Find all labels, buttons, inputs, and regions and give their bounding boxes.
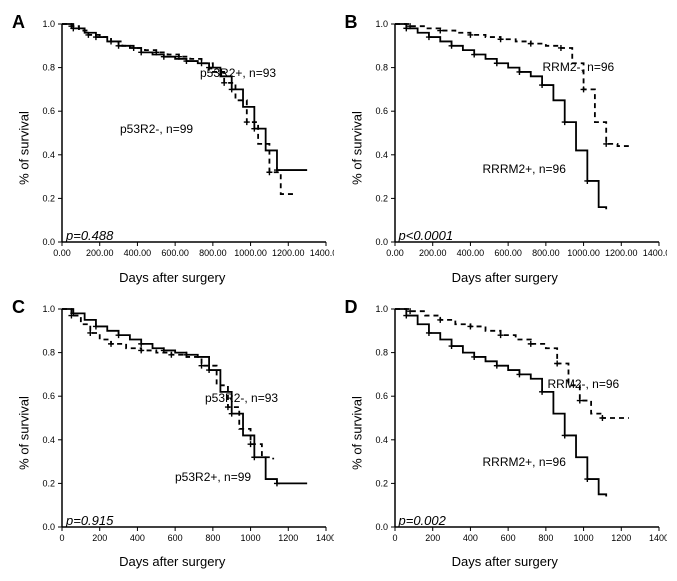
panel-c: 0.0 0.2 0.4 0.6 0.8 1.0 0 200 400 600 800 1000 1200 1… xyxy=(10,295,335,572)
curve-label: p53R2-, n=93 xyxy=(205,391,278,405)
y-axis-label: % of survival xyxy=(17,396,32,470)
svg-text:0.8: 0.8 xyxy=(375,63,388,73)
svg-text:0.0: 0.0 xyxy=(375,522,388,532)
y-axis-label: % of survival xyxy=(349,111,364,185)
curve-label: p53R2+, n=99 xyxy=(175,470,251,484)
panel-b: 0.0 0.2 0.4 0.6 0.8 1.0 0.00 200.00 400.00 600.00… xyxy=(343,10,668,287)
svg-text:1.0: 1.0 xyxy=(42,304,55,314)
svg-text:800: 800 xyxy=(538,533,553,543)
svg-text:200: 200 xyxy=(425,533,440,543)
svg-text:1.0: 1.0 xyxy=(375,304,388,314)
svg-text:0.6: 0.6 xyxy=(375,106,388,116)
p-value: p<0.0001 xyxy=(399,228,454,243)
svg-text:0.00: 0.00 xyxy=(386,248,404,258)
svg-text:0.4: 0.4 xyxy=(42,150,55,160)
svg-text:1.0: 1.0 xyxy=(375,19,388,29)
x-axis-label: Days after surgery xyxy=(119,270,225,285)
svg-text:1400.00: 1400.00 xyxy=(310,248,334,258)
svg-text:800: 800 xyxy=(205,533,220,543)
svg-text:200.00: 200.00 xyxy=(86,248,114,258)
svg-text:600: 600 xyxy=(168,533,183,543)
curve-label: p53R2+, n=93 xyxy=(200,66,276,80)
svg-text:1000.00: 1000.00 xyxy=(234,248,267,258)
svg-text:0.6: 0.6 xyxy=(42,391,55,401)
p-value: p=0.488 xyxy=(66,228,113,243)
svg-text:800.00: 800.00 xyxy=(532,248,560,258)
svg-text:0.4: 0.4 xyxy=(42,434,55,444)
svg-text:400: 400 xyxy=(130,533,145,543)
svg-text:600.00: 600.00 xyxy=(161,248,189,258)
svg-text:0.6: 0.6 xyxy=(375,391,388,401)
svg-text:0.2: 0.2 xyxy=(375,478,388,488)
svg-text:600: 600 xyxy=(500,533,515,543)
svg-text:400.00: 400.00 xyxy=(456,248,484,258)
svg-text:0.4: 0.4 xyxy=(375,150,388,160)
x-axis-label: Days after surgery xyxy=(119,554,225,569)
svg-text:0.0: 0.0 xyxy=(42,237,55,247)
svg-text:400: 400 xyxy=(462,533,477,543)
svg-text:1400.00: 1400.00 xyxy=(642,248,666,258)
svg-text:0.00: 0.00 xyxy=(53,248,71,258)
x-axis-label: Days after surgery xyxy=(452,270,558,285)
svg-text:600.00: 600.00 xyxy=(494,248,522,258)
svg-text:200.00: 200.00 xyxy=(418,248,446,258)
svg-text:400.00: 400.00 xyxy=(124,248,152,258)
svg-text:0: 0 xyxy=(392,533,397,543)
svg-text:1400: 1400 xyxy=(648,533,666,543)
svg-text:0.4: 0.4 xyxy=(375,434,388,444)
panel-letter: B xyxy=(345,12,358,33)
panel-letter: A xyxy=(12,12,25,33)
svg-text:1000.00: 1000.00 xyxy=(567,248,600,258)
svg-text:1200.00: 1200.00 xyxy=(272,248,305,258)
panel-letter: D xyxy=(345,297,358,318)
svg-text:0.2: 0.2 xyxy=(42,478,55,488)
y-axis-label: % of survival xyxy=(17,111,32,185)
svg-text:200: 200 xyxy=(92,533,107,543)
svg-text:1200: 1200 xyxy=(611,533,631,543)
curve-label: RRRM2+, n=96 xyxy=(483,162,566,176)
panel-letter: C xyxy=(12,297,25,318)
svg-text:1000: 1000 xyxy=(573,533,593,543)
curve-label: RRRM2+, n=96 xyxy=(483,455,566,469)
panel-a: 0.0 0.2 0.4 0.6 0.8 1.0 0.00 200.00 400.00 600.00… xyxy=(10,10,335,287)
svg-text:0.8: 0.8 xyxy=(42,63,55,73)
p-value: p=0.915 xyxy=(66,513,113,528)
svg-text:0.6: 0.6 xyxy=(42,106,55,116)
panel-d: 0.0 0.2 0.4 0.6 0.8 1.0 0 200 400 600 800 1000 1200 1… xyxy=(343,295,668,572)
curve-label: p53R2-, n=99 xyxy=(120,122,193,136)
curve-label: RRM2-, n=96 xyxy=(548,377,620,391)
p-value: p=0.002 xyxy=(399,513,446,528)
svg-text:0.8: 0.8 xyxy=(375,347,388,357)
curve-label: RRM2-, n=96 xyxy=(543,60,615,74)
svg-text:1200.00: 1200.00 xyxy=(605,248,638,258)
svg-text:0.2: 0.2 xyxy=(42,193,55,203)
survival-curve-grid: 0.00.20.40.60.81.00.00200.00400.00600.00… xyxy=(10,10,667,571)
svg-text:0.2: 0.2 xyxy=(375,193,388,203)
svg-text:0.8: 0.8 xyxy=(42,347,55,357)
svg-text:1000: 1000 xyxy=(241,533,261,543)
svg-text:0: 0 xyxy=(59,533,64,543)
svg-text:0.0: 0.0 xyxy=(375,237,388,247)
svg-text:800.00: 800.00 xyxy=(199,248,227,258)
x-axis-label: Days after surgery xyxy=(452,554,558,569)
svg-text:1200: 1200 xyxy=(278,533,298,543)
y-axis-label: % of survival xyxy=(349,396,364,470)
svg-text:1400: 1400 xyxy=(316,533,334,543)
svg-text:0.0: 0.0 xyxy=(42,522,55,532)
svg-text:1.0: 1.0 xyxy=(42,19,55,29)
